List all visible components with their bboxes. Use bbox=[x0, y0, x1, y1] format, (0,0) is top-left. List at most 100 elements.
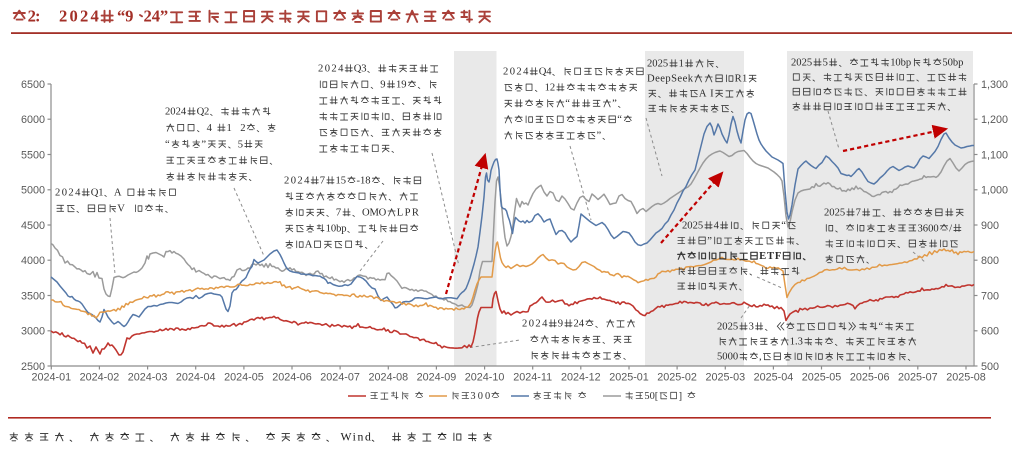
svg-text:800: 800 bbox=[981, 255, 999, 267]
svg-text:1.3: 1.3 bbox=[790, 337, 803, 348]
svg-text:“: “ bbox=[565, 99, 570, 110]
svg-text:2024-10: 2024-10 bbox=[465, 372, 505, 384]
svg-text:,: , bbox=[759, 352, 762, 363]
svg-text:2024-08: 2024-08 bbox=[368, 372, 408, 384]
svg-text:500: 500 bbox=[981, 361, 999, 373]
svg-text:4000: 4000 bbox=[21, 255, 45, 267]
svg-text:24: 24 bbox=[574, 319, 585, 330]
svg-text:2024: 2024 bbox=[284, 176, 310, 187]
svg-text:2024-01: 2024-01 bbox=[31, 372, 71, 384]
svg-text:2024: 2024 bbox=[522, 319, 548, 330]
svg-text:2025: 2025 bbox=[824, 208, 845, 219]
svg-text:19: 19 bbox=[396, 80, 407, 91]
svg-text:R1: R1 bbox=[735, 74, 748, 85]
svg-text:9: 9 bbox=[558, 319, 563, 330]
svg-text:2025: 2025 bbox=[682, 221, 703, 232]
svg-text:2025-03: 2025-03 bbox=[705, 372, 745, 384]
svg-text:Wind: Wind bbox=[341, 431, 371, 444]
svg-text:2024-07: 2024-07 bbox=[320, 372, 360, 384]
svg-text:2024: 2024 bbox=[55, 188, 81, 199]
svg-text:Q2: Q2 bbox=[197, 107, 210, 118]
svg-text:2024-03: 2024-03 bbox=[128, 372, 168, 384]
svg-text:1: 1 bbox=[679, 59, 684, 70]
svg-text:“9: “9 bbox=[117, 7, 133, 26]
svg-text:4: 4 bbox=[714, 221, 720, 232]
svg-text:7: 7 bbox=[856, 208, 861, 219]
svg-text:4: 4 bbox=[207, 123, 213, 134]
svg-text:3000: 3000 bbox=[21, 326, 45, 338]
svg-text:900: 900 bbox=[981, 220, 999, 232]
svg-text:1,100: 1,100 bbox=[981, 149, 1008, 161]
svg-text:2024-12: 2024-12 bbox=[561, 372, 601, 384]
svg-text:1,000: 1,000 bbox=[981, 185, 1008, 197]
svg-text:15: 15 bbox=[336, 176, 347, 187]
svg-text:2024: 2024 bbox=[318, 64, 344, 75]
svg-text:“: “ bbox=[781, 221, 786, 232]
svg-text:6500: 6500 bbox=[21, 79, 45, 91]
svg-text:”: ” bbox=[597, 131, 602, 142]
svg-text:2025-02: 2025-02 bbox=[657, 372, 697, 384]
svg-text:5000: 5000 bbox=[717, 352, 738, 363]
svg-text:2024: 2024 bbox=[503, 67, 529, 78]
svg-text:-18: -18 bbox=[357, 176, 371, 187]
svg-text:2024-06: 2024-06 bbox=[272, 372, 312, 384]
svg-text:2024-11: 2024-11 bbox=[513, 372, 552, 384]
svg-text:50[: 50[ bbox=[644, 391, 658, 402]
svg-text:LPR: LPR bbox=[397, 208, 420, 219]
svg-text:2025: 2025 bbox=[791, 58, 812, 69]
svg-text:Q4: Q4 bbox=[539, 67, 552, 78]
svg-text:2025-05: 2025-05 bbox=[802, 372, 842, 384]
svg-text:OMO: OMO bbox=[362, 208, 387, 219]
svg-text:2024: 2024 bbox=[165, 107, 187, 118]
svg-text:2024-04: 2024-04 bbox=[176, 372, 216, 384]
svg-text:/: / bbox=[949, 223, 952, 234]
svg-text:2024-05: 2024-05 bbox=[224, 372, 264, 384]
svg-text:1,300: 1,300 bbox=[981, 79, 1008, 91]
svg-text:7: 7 bbox=[336, 208, 341, 219]
svg-text:5: 5 bbox=[823, 58, 828, 69]
svg-text:V: V bbox=[117, 204, 125, 215]
svg-text:”: ” bbox=[707, 236, 712, 247]
svg-text:2025-04: 2025-04 bbox=[754, 372, 794, 384]
svg-text:2025: 2025 bbox=[717, 322, 738, 333]
svg-text:600: 600 bbox=[981, 326, 999, 338]
svg-text:5500: 5500 bbox=[21, 149, 45, 161]
svg-text:1,200: 1,200 bbox=[981, 114, 1008, 126]
svg-text:3: 3 bbox=[749, 322, 754, 333]
svg-text:”: ” bbox=[612, 99, 617, 110]
svg-text:2025-06: 2025-06 bbox=[850, 372, 890, 384]
svg-text:]: ] bbox=[679, 391, 682, 402]
svg-text:3600: 3600 bbox=[918, 223, 939, 234]
svg-text:“: “ bbox=[165, 139, 170, 150]
svg-text:AI: AI bbox=[699, 89, 714, 100]
svg-text:10bp: 10bp bbox=[890, 58, 911, 69]
svg-text:2500: 2500 bbox=[21, 361, 45, 373]
svg-text:A: A bbox=[114, 188, 122, 199]
svg-text:”: ” bbox=[201, 139, 206, 150]
svg-text:9: 9 bbox=[380, 80, 385, 91]
svg-text:“: “ bbox=[879, 322, 884, 333]
svg-text:A: A bbox=[305, 240, 313, 251]
svg-text:2025-07: 2025-07 bbox=[898, 372, 938, 384]
svg-text:Q3: Q3 bbox=[354, 64, 367, 75]
svg-text:700: 700 bbox=[981, 290, 999, 302]
svg-text:2025-08: 2025-08 bbox=[946, 372, 986, 384]
svg-text:2024-02: 2024-02 bbox=[80, 372, 120, 384]
svg-text:4500: 4500 bbox=[21, 220, 45, 232]
svg-text:5: 5 bbox=[238, 139, 243, 150]
svg-text:Q1: Q1 bbox=[91, 188, 104, 199]
svg-text:2025: 2025 bbox=[647, 59, 668, 70]
svg-text:6000: 6000 bbox=[21, 114, 45, 126]
svg-text:ETF: ETF bbox=[759, 251, 781, 262]
svg-text:3500: 3500 bbox=[21, 290, 45, 302]
svg-text:24”: 24” bbox=[144, 7, 169, 26]
svg-text:2025-01: 2025-01 bbox=[609, 372, 649, 384]
svg-text:2:: 2: bbox=[28, 7, 41, 26]
svg-text:300: 300 bbox=[470, 391, 490, 402]
svg-text:10bp: 10bp bbox=[326, 224, 347, 235]
svg-text:DeepSeek: DeepSeek bbox=[647, 74, 694, 85]
svg-text:50bp: 50bp bbox=[942, 58, 963, 69]
svg-text:2024-09: 2024-09 bbox=[417, 372, 457, 384]
svg-text:12: 12 bbox=[545, 83, 556, 94]
svg-text:5000: 5000 bbox=[21, 185, 45, 197]
